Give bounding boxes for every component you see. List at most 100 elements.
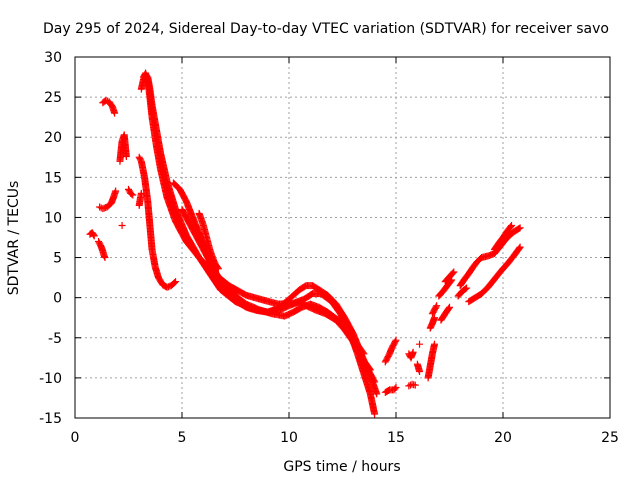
series-arc-u xyxy=(416,340,424,348)
data-point xyxy=(391,385,399,393)
series-arc-f xyxy=(118,221,126,229)
series-arc-ad xyxy=(465,243,524,306)
series-arc-y xyxy=(437,303,453,324)
series-arc-g xyxy=(125,185,137,199)
series-arc-j xyxy=(137,71,379,418)
data-point xyxy=(370,377,378,385)
data-point xyxy=(214,264,222,272)
data-point xyxy=(111,109,119,117)
data-point xyxy=(392,336,400,344)
data-points xyxy=(86,69,524,418)
series-arc-k xyxy=(139,69,374,374)
series-arc-ab xyxy=(454,284,471,300)
series-arc-d xyxy=(99,96,119,117)
data-point xyxy=(172,278,180,286)
data-point xyxy=(449,269,457,277)
data-point xyxy=(360,350,368,358)
y-tick-label: 30 xyxy=(44,50,62,66)
data-point xyxy=(171,279,179,287)
data-point xyxy=(462,285,470,293)
x-tick-label: 15 xyxy=(387,430,405,446)
y-tick-label: 0 xyxy=(53,291,62,307)
x-tick-labels: 0 5 10 15 20 25 xyxy=(71,430,619,446)
x-tick-label: 25 xyxy=(601,430,619,446)
series-arc-v xyxy=(424,340,439,382)
data-point xyxy=(432,303,440,311)
series-arc-e xyxy=(116,131,130,165)
data-point xyxy=(112,187,120,195)
data-point xyxy=(371,378,379,386)
y-tick-label: -15 xyxy=(39,411,62,427)
x-tick-label: 0 xyxy=(71,430,80,446)
data-point xyxy=(371,410,379,418)
series-arc-c xyxy=(96,187,120,213)
data-point xyxy=(446,303,453,311)
data-point xyxy=(96,203,104,211)
y-axis-label: SDTVAR / TECUs xyxy=(6,181,22,296)
series-arc-b xyxy=(95,238,109,262)
series-arc-w xyxy=(426,314,439,332)
series-arc-r xyxy=(405,348,417,362)
y-tick-label: -10 xyxy=(39,371,62,387)
series-arc-p xyxy=(381,336,400,366)
data-point xyxy=(450,268,458,276)
x-tick-label: 5 xyxy=(178,430,187,446)
data-point xyxy=(392,384,400,392)
series-arc-q xyxy=(381,384,400,396)
series-arc-s xyxy=(405,380,419,390)
axis-ticks xyxy=(74,56,611,419)
data-point xyxy=(516,224,524,232)
data-point xyxy=(431,340,439,348)
data-point xyxy=(90,232,98,240)
series-arc-x xyxy=(428,302,441,318)
series-arc-a xyxy=(86,229,98,240)
series-arc-ae xyxy=(490,221,516,254)
data-point xyxy=(508,221,516,229)
data-point xyxy=(118,221,126,229)
data-point xyxy=(405,382,413,390)
series-arc-i xyxy=(135,153,180,291)
series-arc-h xyxy=(135,189,145,209)
x-tick-label: 20 xyxy=(494,430,512,446)
data-point xyxy=(128,190,136,198)
data-point xyxy=(391,338,399,346)
data-point xyxy=(431,314,439,322)
x-tick-label: 10 xyxy=(280,430,298,446)
data-point xyxy=(122,152,130,160)
data-point xyxy=(214,265,222,273)
data-point xyxy=(409,348,417,356)
y-tick-label: 5 xyxy=(53,251,62,267)
chart-title: Day 295 of 2024, Sidereal Day-to-day VTE… xyxy=(43,21,609,37)
data-point xyxy=(102,96,110,104)
data-point xyxy=(515,244,523,252)
series-arc-t xyxy=(413,360,424,375)
x-axis-label: GPS time / hours xyxy=(283,459,400,475)
data-point xyxy=(416,340,424,348)
data-point xyxy=(416,367,424,375)
y-tick-label: 15 xyxy=(44,170,62,186)
data-point xyxy=(515,225,523,233)
data-point xyxy=(516,243,524,251)
plot-frame xyxy=(74,56,611,419)
y-tick-label: 20 xyxy=(44,130,62,146)
series-arc-aa xyxy=(441,268,458,286)
data-point xyxy=(90,231,98,239)
data-point xyxy=(433,302,441,310)
data-point xyxy=(445,304,453,312)
data-point xyxy=(411,381,419,389)
data-point xyxy=(373,390,381,398)
data-point xyxy=(101,254,109,262)
y-tick-label: 25 xyxy=(44,90,62,106)
grid xyxy=(75,57,610,418)
data-point xyxy=(507,223,515,231)
series-arc-o xyxy=(356,354,379,386)
y-tick-labels: -15 -10 -5 0 5 10 15 20 25 30 xyxy=(39,50,62,427)
y-tick-label: -5 xyxy=(48,331,62,347)
data-point xyxy=(463,284,471,292)
series-arc-n xyxy=(195,209,222,273)
data-point xyxy=(129,191,137,199)
data-point xyxy=(359,349,367,357)
series-arc-l xyxy=(169,179,381,398)
y-tick-label: 10 xyxy=(44,210,62,226)
